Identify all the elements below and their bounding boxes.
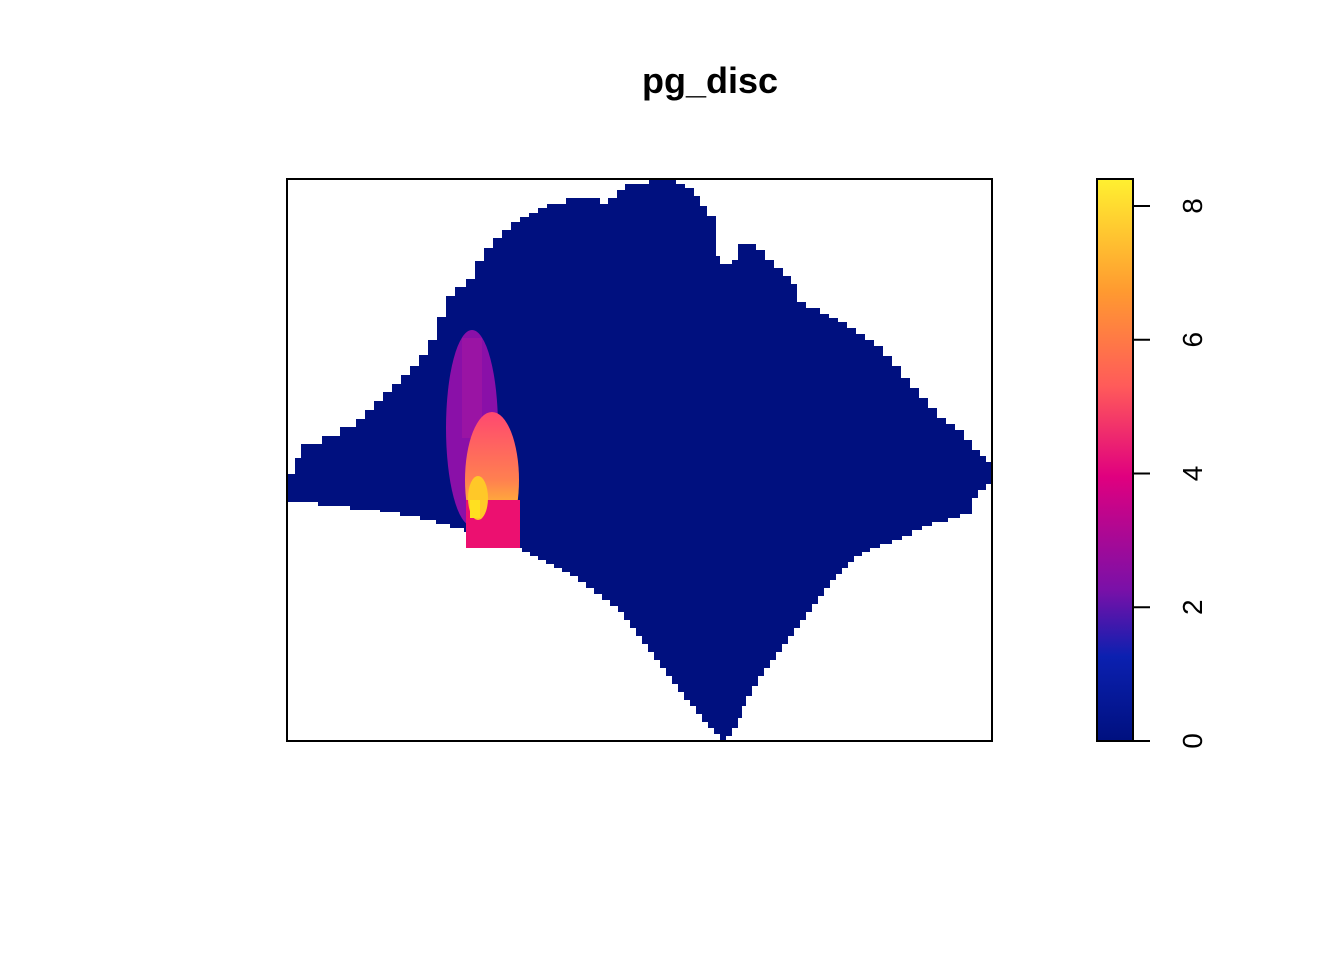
legend: 0 2 4 6 8 <box>1096 178 1208 749</box>
plot-frame <box>286 178 993 742</box>
legend-tick-label: 4 <box>1177 466 1208 482</box>
legend-tick-label: 2 <box>1177 599 1208 615</box>
chart-title: pg_disc <box>642 60 778 101</box>
legend-tick-label: 8 <box>1177 198 1208 214</box>
legend-colorbar <box>1096 178 1134 742</box>
raster-background-region <box>287 180 992 741</box>
legend-tick-label: 6 <box>1177 332 1208 348</box>
hotspot-peak-core <box>470 500 480 518</box>
hotspot-purple-core <box>462 338 482 438</box>
legend-tick-label: 0 <box>1177 733 1208 749</box>
raster-area <box>287 180 992 741</box>
legend-ticks: 0 2 4 6 8 <box>1133 198 1208 749</box>
